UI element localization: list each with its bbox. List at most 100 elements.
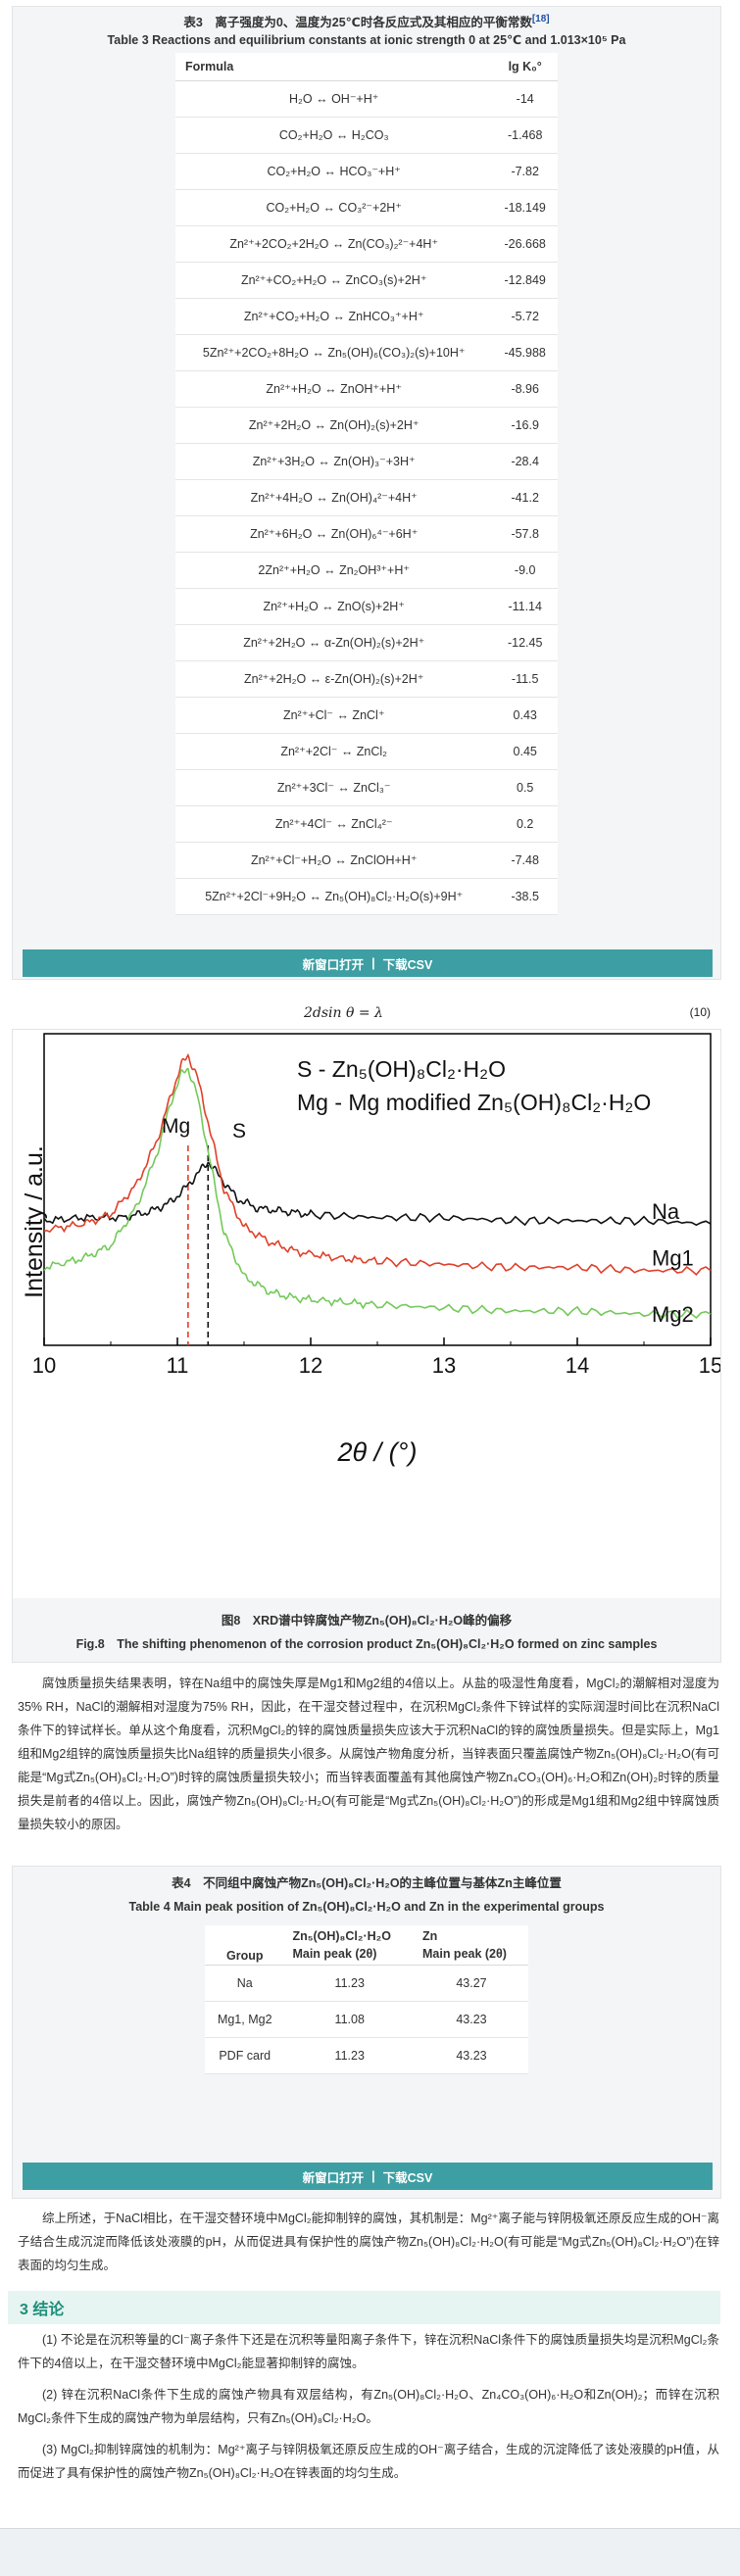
formula-cell: Zn²⁺+6H₂O ↔ Zn(OH)₆⁴⁻+6H⁺ [175, 515, 493, 553]
table-row: PDF card 11.23 43.23 [205, 2037, 528, 2074]
x-tick-label: 11 [167, 1353, 189, 1378]
table3-caption-cn: 表3 离子强度为0、温度为25℃时各反应式及其相应的平衡常数[18] [183, 14, 550, 30]
series-group [43, 1052, 712, 1320]
lgk-cell: -7.48 [492, 842, 558, 879]
peak-label-mg: Mg [162, 1115, 190, 1138]
lgk-cell: 0.45 [492, 733, 558, 770]
table3-header-lgk: lg K₀° [492, 53, 558, 81]
lgk-cell: -41.2 [492, 479, 558, 516]
table-row: 2Zn²⁺+H₂O ↔ Zn₂OH³⁺+H⁺ -9.0 [175, 552, 558, 589]
table-row: Zn²⁺+CO₂+H₂O ↔ ZnCO₃(s)+2H⁺ -12.849 [175, 262, 558, 299]
reference-link[interactable]: [18] [531, 14, 550, 24]
table-row: Zn²⁺+2H₂O ↔ Zn(OH)₂(s)+2H⁺ -16.9 [175, 407, 558, 444]
formula-cell: Zn²⁺+H₂O ↔ ZnO(s)+2H⁺ [175, 588, 493, 625]
lgk-cell: -11.14 [492, 588, 558, 625]
conclusion-1: (1) 不论是在沉积等量的Cl⁻离子条件下还是在沉积等量阳离子条件下，锌在沉积N… [18, 2333, 719, 2370]
table3-header-formula: Formula [175, 53, 493, 81]
figure8-container: 10 11 12 13 14 15 Na Mg1 Mg2 S - Zn₅(OH)₈Cl₂·H₂O… [12, 1029, 721, 1663]
table4-action-bar: 新窗口打开 | 下载CSV [23, 2163, 713, 2190]
button-separator: | [371, 2169, 375, 2183]
equation-10: 2dsin θ = λ (10) [0, 1001, 740, 1029]
x-axis-label: 2θ / (°) [337, 1437, 418, 1467]
table-row: Zn²⁺+2CO₂+2H₂O ↔ Zn(CO₃)₂²⁻+4H⁺ -26.668 [175, 225, 558, 263]
xrd-chart: 10 11 12 13 14 15 Na Mg1 Mg2 S - Zn₅(OH)₈Cl₂·H₂O… [13, 1030, 720, 1598]
table-row: Zn²⁺+4Cl⁻ ↔ ZnCl₄²⁻ 0.2 [175, 805, 558, 843]
formula-cell: Zn²⁺+CO₂+H₂O ↔ ZnHCO₃⁺+H⁺ [175, 298, 493, 335]
body-paragraph-2: 综上所述，于NaCl相比，在干湿交替环境中MgCl₂能抑制锌的腐蚀，其机制是：M… [18, 2211, 719, 2272]
download-csv-button[interactable]: 下载CSV [382, 2170, 433, 2185]
table3-container: 表3 离子强度为0、温度为25℃时各反应式及其相应的平衡常数[18] Table… [12, 6, 721, 980]
table-row: Zn²⁺+4H₂O ↔ Zn(OH)₄²⁻+4H⁺ -41.2 [175, 479, 558, 516]
x-tick-label: 13 [432, 1353, 456, 1378]
table-row: 5Zn²⁺+2Cl⁻+9H₂O ↔ Zn₅(OH)₈Cl₂·H₂O(s)+9H⁺… [175, 878, 558, 915]
annotation-s: S - Zn₅(OH)₈Cl₂·H₂O [297, 1056, 506, 1082]
lgk-cell: -12.45 [492, 624, 558, 661]
reference-lines [187, 1145, 210, 1345]
lgk-cell: -9.0 [492, 552, 558, 589]
equation-text: 2dsin θ = λ [304, 1005, 383, 1021]
table-row: Zn²⁺+H₂O ↔ ZnOH⁺+H⁺ -8.96 [175, 370, 558, 408]
formula-cell: Zn²⁺+3Cl⁻ ↔ ZnCl₃⁻ [175, 769, 493, 806]
formula-cell: Zn²⁺+H₂O ↔ ZnOH⁺+H⁺ [175, 370, 493, 408]
table-row: Zn²⁺+6H₂O ↔ Zn(OH)₆⁴⁻+6H⁺ -57.8 [175, 515, 558, 553]
table-row: CO₂+H₂O ↔ H₂CO₃ -1.468 [175, 117, 558, 154]
formula-cell: Zn²⁺+2H₂O ↔ ε-Zn(OH)₂(s)+2H⁺ [175, 660, 493, 698]
table-row: Zn²⁺+H₂O ↔ ZnO(s)+2H⁺ -11.14 [175, 588, 558, 625]
figure8-caption-en: Fig.8 The shifting phenomenon of the cor… [75, 1637, 658, 1651]
series-label-mg2: Mg2 [652, 1302, 694, 1327]
formula-cell: Zn²⁺+3H₂O ↔ Zn(OH)₃⁻+3H⁺ [175, 443, 493, 480]
table-row: 5Zn²⁺+2CO₂+8H₂O ↔ Zn₅(OH)₆(CO₃)₂(s)+10H⁺… [175, 334, 558, 371]
table3-action-bar: 新窗口打开 | 下载CSV [23, 949, 713, 977]
formula-cell: Zn²⁺+Cl⁻ ↔ ZnCl⁺ [175, 697, 493, 734]
table-row: Zn²⁺+Cl⁻ ↔ ZnCl⁺ 0.43 [175, 697, 558, 734]
formula-cell: CO₂+H₂O ↔ H₂CO₃ [175, 117, 493, 154]
formula-cell: Zn²⁺+4Cl⁻ ↔ ZnCl₄²⁻ [175, 805, 493, 843]
table4: Group Zn₅(OH)₈Cl₂·H₂O Main peak (2θ) Zn Ma… [205, 1925, 528, 2074]
annotation-mg: Mg - Mg modified Zn₅(OH)₈Cl₂·H₂O [297, 1090, 651, 1115]
table4-container: 表4 不同组中腐蚀产物Zn₅(OH)₈Cl₂·H₂O的主峰位置与基体Zn主峰位置… [12, 1866, 721, 2199]
open-in-new-window-button[interactable]: 新窗口打开 [302, 957, 365, 972]
lgk-cell: -28.4 [492, 443, 558, 480]
conclusion-3: (3) MgCl₂抑制锌腐蚀的机制为：Mg²⁺离子与锌阴极氧还原反应生成的OH⁻… [18, 2443, 719, 2480]
formula-cell: 5Zn²⁺+2Cl⁻+9H₂O ↔ Zn₅(OH)₈Cl₂·H₂O(s)+9H⁺ [175, 878, 493, 915]
formula-cell: 2Zn²⁺+H₂O ↔ Zn₂OH³⁺+H⁺ [175, 552, 493, 589]
formula-cell: CO₂+H₂O ↔ CO₃²⁻+2H⁺ [175, 189, 493, 226]
series-line-mg2 [43, 1067, 712, 1320]
body-paragraph-1: 腐蚀质量损失结果表明，锌在Na组中的腐蚀失厚是Mg1和Mg2组的4倍以上。从盐的… [18, 1677, 719, 1831]
table4-caption-cn: 表4 不同组中腐蚀产物Zn₅(OH)₈Cl₂·H₂O的主峰位置与基体Zn主峰位置 [172, 1876, 562, 1890]
table-row: Zn²⁺+CO₂+H₂O ↔ ZnHCO₃⁺+H⁺ -5.72 [175, 298, 558, 335]
table4-caption-en: Table 4 Main peak position of Zn₅(OH)₈Cl… [128, 1900, 605, 1914]
formula-cell: Zn²⁺+4H₂O ↔ Zn(OH)₄²⁻+4H⁺ [175, 479, 493, 516]
peak-label-s: S [232, 1120, 246, 1142]
lgk-cell: -8.96 [492, 370, 558, 408]
formula-cell: Zn²⁺+2Cl⁻ ↔ ZnCl₂ [175, 733, 493, 770]
section-heading-conclusion: 3 结论 [8, 2291, 720, 2324]
lgk-cell: -14 [492, 80, 558, 118]
open-in-new-window-button[interactable]: 新窗口打开 [302, 2170, 365, 2185]
x-tick-label: 12 [299, 1353, 322, 1378]
table-row: H₂O ↔ OH⁻+H⁺ -14 [175, 80, 558, 118]
chart-labels: 10 11 12 13 14 15 Na Mg1 Mg2 [32, 1199, 720, 1378]
button-separator: | [371, 956, 375, 970]
table-row: CO₂+H₂O ↔ CO₃²⁻+2H⁺ -18.149 [175, 189, 558, 226]
table-row: Zn²⁺+Cl⁻+H₂O ↔ ZnClOH+H⁺ -7.48 [175, 842, 558, 879]
lgk-cell: -12.849 [492, 262, 558, 299]
table-row: Zn²⁺+3H₂O ↔ Zn(OH)₃⁻+3H⁺ -28.4 [175, 443, 558, 480]
lgk-cell: -1.468 [492, 117, 558, 154]
lgk-cell: -57.8 [492, 515, 558, 553]
formula-cell: H₂O ↔ OH⁻+H⁺ [175, 80, 493, 118]
formula-cell: Zn²⁺+2CO₂+2H₂O ↔ Zn(CO₃)₂²⁻+4H⁺ [175, 225, 493, 263]
table3: Formula lg K₀° H₂O ↔ OH⁻+H⁺ -14 CO₂+H₂O ↔ … [175, 53, 558, 915]
table-row: CO₂+H₂O ↔ HCO₃⁻+H⁺ -7.82 [175, 153, 558, 190]
table-row: Zn²⁺+3Cl⁻ ↔ ZnCl₃⁻ 0.5 [175, 769, 558, 806]
download-csv-button[interactable]: 下载CSV [382, 957, 433, 972]
lgk-cell: -7.82 [492, 153, 558, 190]
y-axis-label: Intensity / a.u. [21, 1145, 48, 1298]
formula-cell: Zn²⁺+2H₂O ↔ Zn(OH)₂(s)+2H⁺ [175, 407, 493, 444]
lgk-cell: -38.5 [492, 878, 558, 915]
table-row: Mg1, Mg2 11.08 43.23 [205, 2001, 528, 2038]
plot-frame [43, 1033, 712, 1346]
formula-cell: CO₂+H₂O ↔ HCO₃⁻+H⁺ [175, 153, 493, 190]
lgk-cell: -11.5 [492, 660, 558, 698]
table-row: Na 11.23 43.27 [205, 1965, 528, 2002]
